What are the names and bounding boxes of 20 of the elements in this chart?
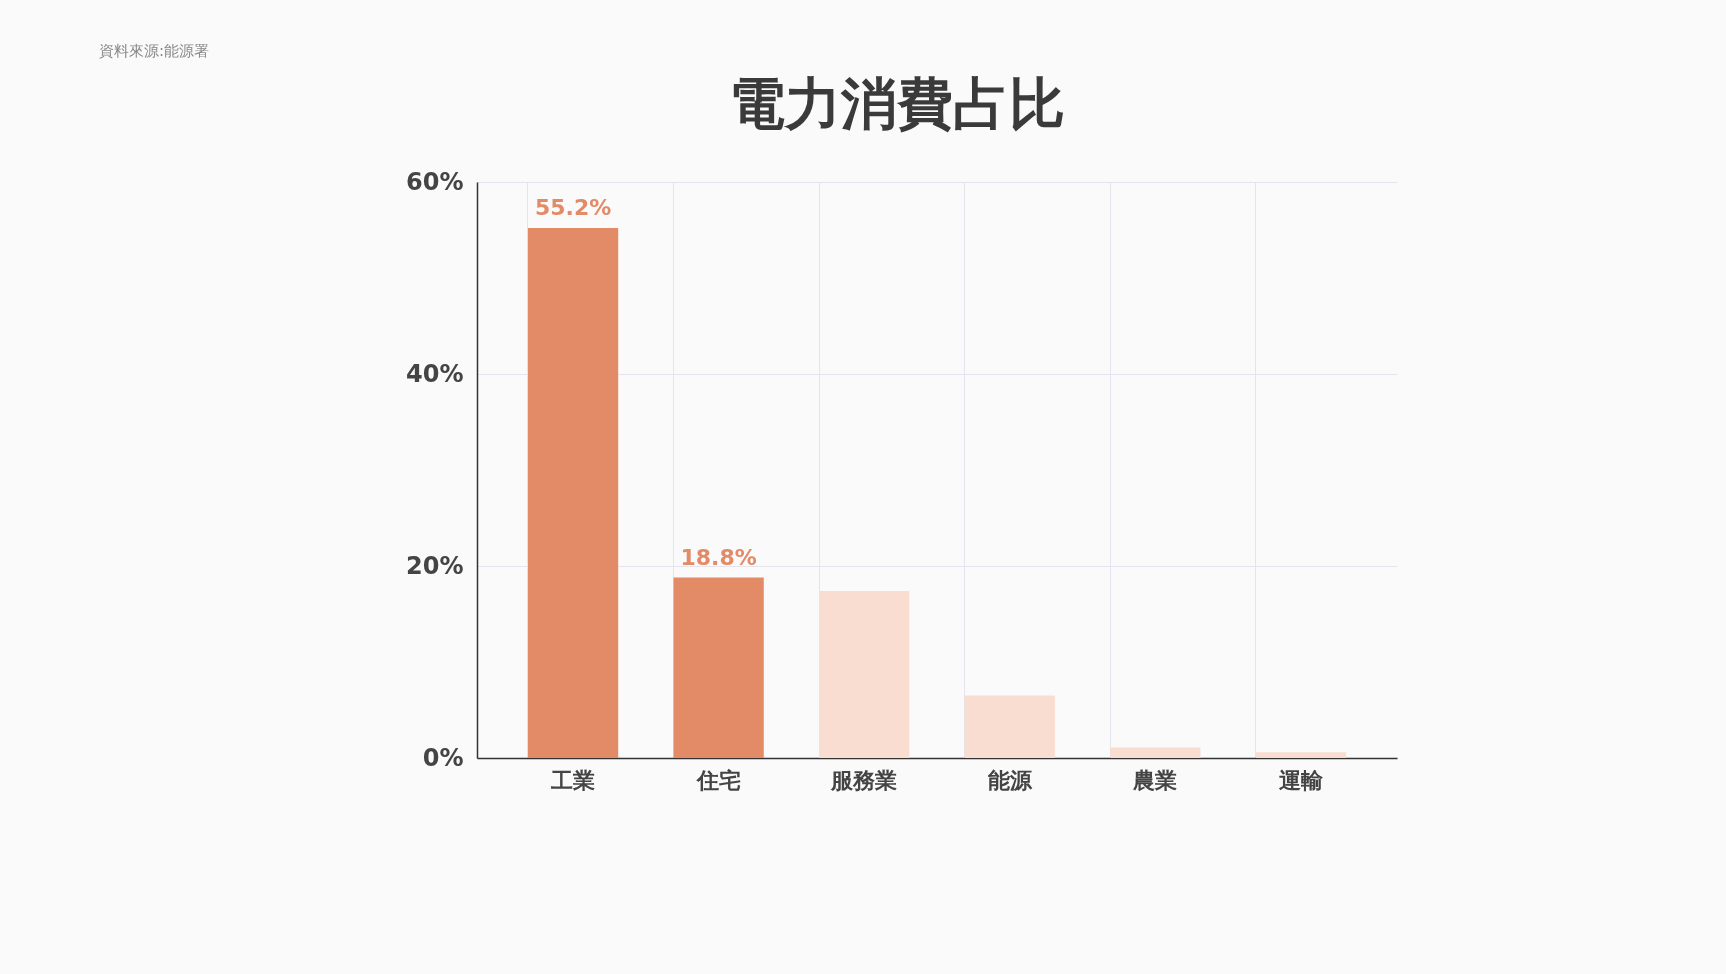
y-tick-label: 40% [406,359,464,388]
x-tick-label: 工業 [550,767,596,793]
chart-title: 電力消費占比 [729,71,1065,136]
x-tick-label: 運輸 [1278,767,1324,793]
x-tick-label: 農業 [1132,767,1178,793]
source-note: 資料來源:能源署 [99,42,210,60]
y-tick-label: 20% [406,551,464,580]
x-tick-label: 服務業 [830,767,898,793]
bar [527,228,619,758]
bar [819,590,910,758]
bar [1255,752,1347,758]
bar [1110,747,1201,758]
data-label: 18.8% [680,544,757,570]
x-tick-label: 能源 [987,767,1033,793]
y-tick-label: 60% [406,167,464,196]
x-tick-label: 住宅 [695,767,741,793]
data-label: 55.2% [534,195,612,221]
y-tick-label: 0% [422,743,464,772]
bar [673,577,764,758]
bar [964,695,1055,758]
